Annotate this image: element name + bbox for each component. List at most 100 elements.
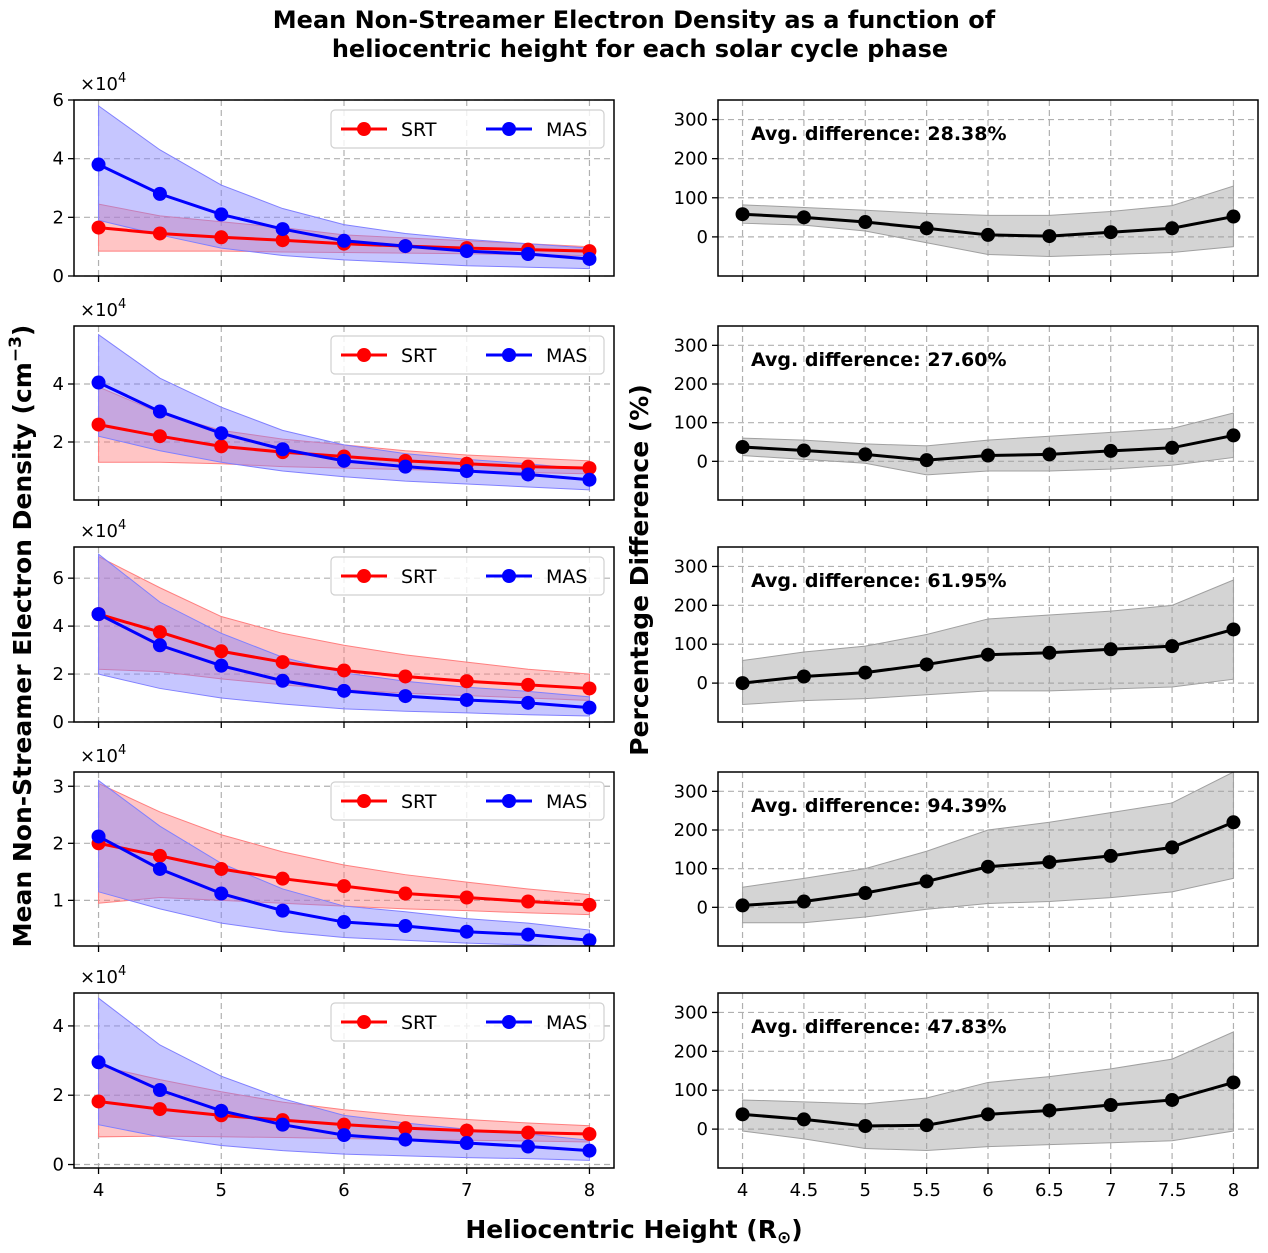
data-point-srt [582,681,597,696]
legend-label-mas: MAS [546,119,587,141]
data-point-mas [91,1055,106,1070]
data-point-mas [582,251,597,266]
data-point-percentage-difference [919,1118,934,1133]
data-point-srt [214,230,229,245]
legend: SRT MAS [330,109,605,149]
legend-label-srt: SRT [401,1012,437,1034]
x-tick-label: 5.5 [912,1180,941,1201]
y-tick-label: 100 [674,188,708,209]
data-point-srt [459,1123,474,1138]
data-point-percentage-difference [796,669,811,684]
data-point-srt [398,669,413,684]
data-point-percentage-difference [858,665,873,680]
y-tick-label: 4 [53,616,64,637]
y-tick-label: 100 [674,1080,708,1101]
data-point-percentage-difference [1042,229,1057,244]
data-point-srt [214,861,229,876]
data-point-srt [91,417,106,432]
legend-marker-mas [502,1015,516,1029]
data-point-percentage-difference [1042,855,1057,870]
plot-area [91,104,597,270]
legend-marker-srt [357,1015,371,1029]
legend-label-mas: MAS [546,345,587,367]
y-tick-label: 0 [53,712,64,733]
data-point-mas [337,1128,351,1143]
data-point-mas [275,442,290,457]
data-point-mas [398,919,413,934]
legend-marker-srt [357,569,371,583]
data-point-percentage-difference [1165,221,1180,236]
data-point-mas [459,464,474,478]
x-tick-label: 5 [216,1180,227,1201]
data-point-percentage-difference [858,215,873,230]
data-point-percentage-difference [796,1112,811,1127]
figure-title-line1: Mean Non-Streamer Electron Density as a … [273,6,996,34]
data-point-percentage-difference [919,657,934,672]
plot-area [91,333,597,491]
data-point-srt [152,848,167,863]
data-point-mas [91,607,106,622]
data-point-srt [275,233,290,248]
data-point-percentage-difference [735,207,750,222]
y-tick-label: 0 [697,897,708,918]
y-tick-label: 200 [674,374,708,395]
data-point-srt [582,461,597,476]
data-point-percentage-difference [919,221,934,236]
y-tick-label: 200 [674,595,708,616]
data-point-srt [152,1102,167,1117]
difference-panel-row-2: 0 100 200 300 Avg. difference: 27.60% [674,325,1259,506]
data-point-srt [521,1125,536,1140]
data-point-mas [521,467,536,482]
data-point-srt [398,886,413,901]
data-point-mas [91,375,106,390]
data-point-srt [91,1094,106,1109]
avg-difference-annotation: Avg. difference: 27.60% [751,349,1007,371]
data-point-percentage-difference [1165,639,1180,654]
x-tick-label: 8 [1228,1180,1239,1201]
data-point-mas [521,1139,536,1154]
data-point-mas [459,692,474,707]
legend-marker-mas [502,794,516,808]
data-point-mas [459,244,474,259]
y-tick-label: 2 [53,207,64,228]
legend-marker-srt [357,348,371,362]
band-mas [98,104,590,270]
legend: SRT MAS [330,1002,605,1042]
data-point-percentage-difference [1165,1092,1180,1107]
data-point-srt [214,644,229,659]
y-tick-label: 1 [53,890,64,911]
data-point-percentage-difference [981,647,995,662]
data-point-percentage-difference [796,894,811,909]
y-tick-label: 0 [53,1155,64,1176]
plot-area [735,772,1241,924]
y-tick-label: 0 [697,673,708,694]
data-point-srt [91,220,106,235]
plot-area [91,553,597,717]
x-tick-label: 6 [982,1180,993,1201]
data-point-percentage-difference [735,1107,750,1122]
data-point-percentage-difference [1226,815,1241,830]
data-point-mas [275,222,290,237]
y-tick-label: 0 [697,1119,708,1140]
data-point-percentage-difference [981,859,995,874]
band-percentage-difference [742,1031,1234,1152]
data-point-percentage-difference [1042,645,1057,660]
avg-difference-annotation: Avg. difference: 61.95% [751,570,1007,592]
data-point-mas [398,239,413,254]
x-tick-label: 7 [461,1180,472,1201]
y-tick-label: 100 [674,859,708,880]
data-point-percentage-difference [1103,225,1118,240]
y-tick-label: 3 [53,776,64,797]
legend-marker-mas [502,569,516,583]
data-point-srt [459,890,474,905]
data-point-srt [214,439,229,454]
legend-label-srt: SRT [401,791,437,813]
data-point-srt [337,1117,351,1132]
legend-marker-mas [502,122,516,136]
data-point-mas [337,683,351,698]
avg-difference-annotation: Avg. difference: 94.39% [751,795,1007,817]
legend-label-srt: SRT [401,345,437,367]
axis-multiplier: ×104 [80,518,126,542]
data-point-srt [152,429,167,444]
x-axis-label: Heliocentric Height (R⊙) [465,1215,802,1248]
